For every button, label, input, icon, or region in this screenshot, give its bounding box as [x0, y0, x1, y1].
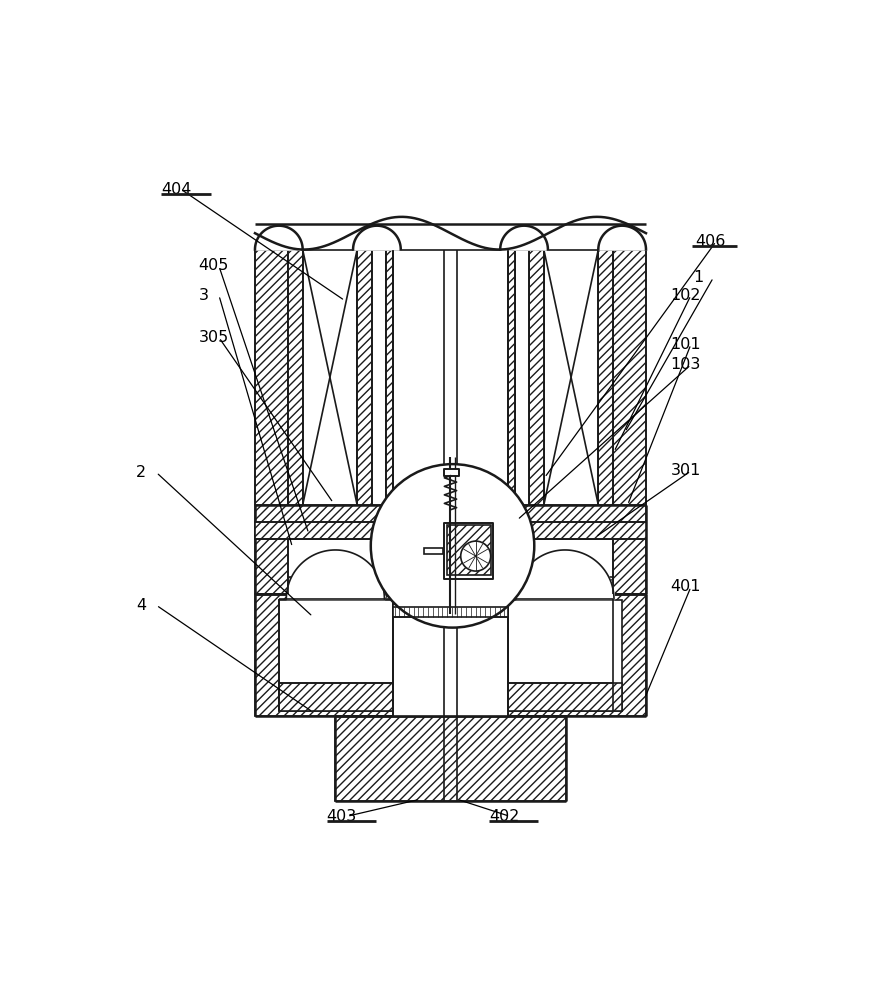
Bar — [543, 250, 598, 505]
Bar — [447, 525, 490, 575]
Bar — [392, 250, 507, 505]
Text: 103: 103 — [670, 357, 700, 372]
Text: 301: 301 — [670, 463, 700, 478]
Bar — [507, 600, 622, 711]
Bar — [613, 250, 645, 505]
Bar — [507, 577, 613, 594]
Bar — [278, 600, 392, 711]
Bar — [287, 539, 392, 594]
Bar — [255, 522, 645, 539]
Bar — [529, 250, 543, 505]
Bar — [335, 716, 565, 801]
Bar — [515, 250, 529, 505]
Bar — [392, 594, 507, 716]
Bar — [302, 250, 356, 505]
Bar — [278, 683, 392, 711]
Bar — [507, 539, 613, 594]
Bar — [507, 250, 515, 505]
Bar — [287, 250, 302, 505]
Bar — [392, 604, 507, 617]
Bar — [423, 548, 443, 554]
Circle shape — [460, 541, 490, 571]
Text: 405: 405 — [198, 258, 228, 273]
Text: 4: 4 — [135, 598, 146, 613]
Bar — [287, 577, 392, 594]
Bar — [444, 469, 459, 476]
Text: 3: 3 — [198, 288, 208, 303]
Bar — [255, 505, 645, 594]
Bar — [371, 250, 385, 505]
Text: 2: 2 — [135, 465, 146, 480]
Bar — [255, 594, 645, 716]
Text: 101: 101 — [670, 337, 701, 352]
Bar — [443, 523, 493, 579]
Text: 406: 406 — [695, 234, 725, 249]
Text: 401: 401 — [670, 579, 701, 594]
Bar — [507, 683, 622, 711]
Bar — [385, 250, 392, 505]
Bar — [255, 250, 287, 505]
Text: 305: 305 — [198, 330, 228, 345]
Text: 102: 102 — [670, 288, 701, 303]
Text: 404: 404 — [161, 182, 191, 197]
Text: 1: 1 — [692, 270, 702, 285]
Bar — [356, 250, 371, 505]
Text: 403: 403 — [326, 809, 356, 824]
Text: 402: 402 — [489, 809, 519, 824]
Bar — [598, 250, 613, 505]
Circle shape — [371, 464, 534, 628]
